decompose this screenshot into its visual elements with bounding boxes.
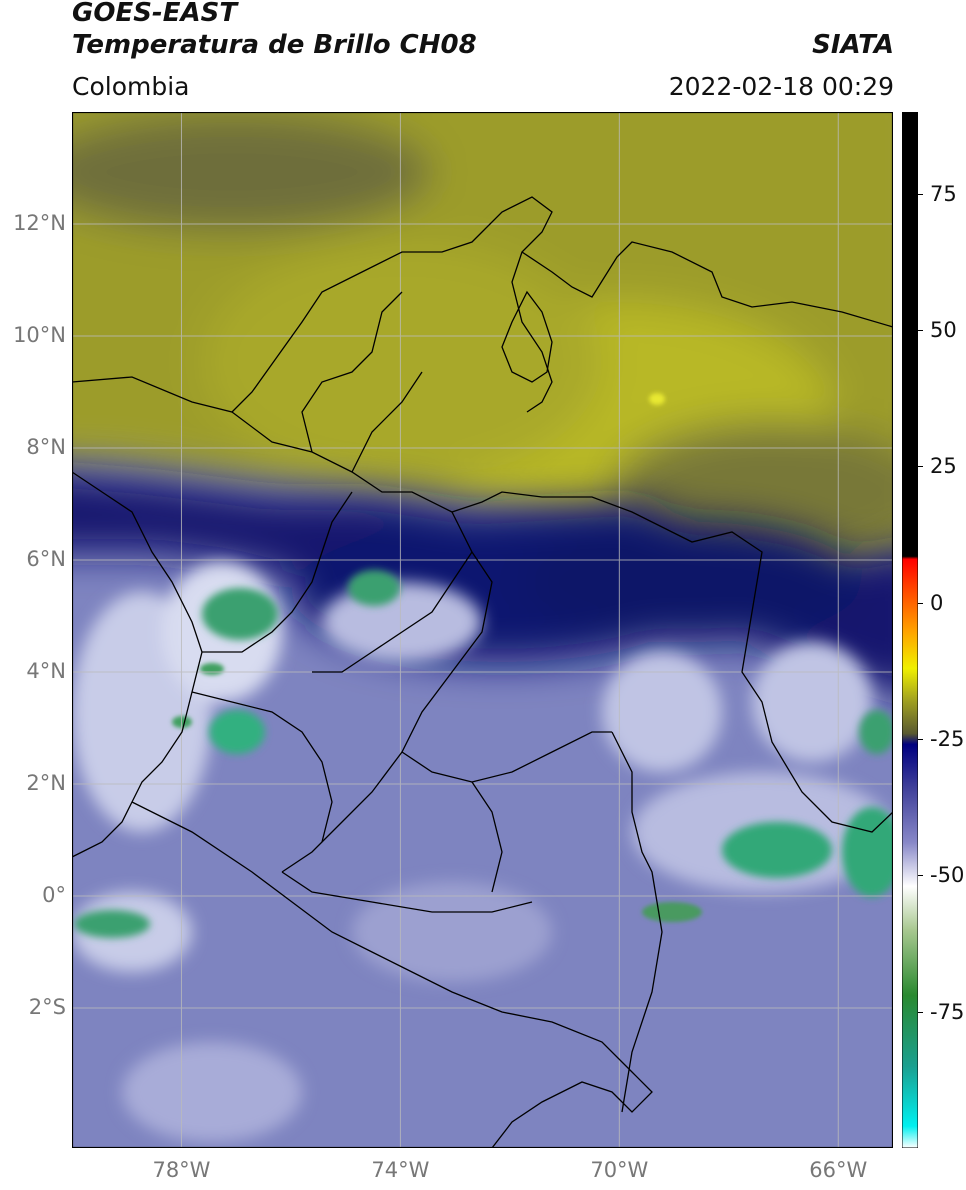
internal-dept-1 <box>231 411 493 873</box>
colorbar-tick-label: 75 <box>930 181 957 206</box>
satellite-title: GOES-EAST <box>72 0 238 28</box>
lat-tick-label: 8°N <box>26 435 66 459</box>
region-label: Colombia <box>72 72 190 101</box>
colorbar-tick-label: 0 <box>930 590 944 615</box>
lon-tick-label: 66°W <box>809 1158 868 1182</box>
colorbar-tick <box>918 875 923 877</box>
colorbar-tick-label: -50 <box>930 863 965 888</box>
caribbean-coast <box>72 196 893 413</box>
colorbar-tick <box>918 330 923 332</box>
colorbar-tick-label: -25 <box>930 727 965 752</box>
colorbar-tick <box>918 602 923 604</box>
lat-tick-label: 2°S <box>28 995 66 1019</box>
colorbar-tick-label: 50 <box>930 318 957 343</box>
lat-tick-label: 10°N <box>13 323 66 347</box>
dry-air-region <box>72 112 893 582</box>
colorbar-tick <box>918 1011 923 1013</box>
agency-label: SIATA <box>812 30 894 60</box>
lon-tick-label: 70°W <box>590 1158 649 1182</box>
product-title: Temperatura de Brillo CH08 <box>72 30 477 60</box>
ecuador-peru-border <box>131 801 653 1148</box>
map-canvas <box>72 112 893 1148</box>
graticule <box>72 112 893 1148</box>
lon-tick-label: 78°W <box>152 1158 211 1182</box>
colorbar-tick <box>918 466 923 468</box>
colorbar <box>901 111 919 1149</box>
lon-tick-label: 74°W <box>371 1158 430 1182</box>
internal-dept-4 <box>191 491 353 843</box>
warm-spot <box>649 393 665 405</box>
datetime-label: 2022-02-18 00:29 <box>668 72 894 101</box>
colorbar-tick <box>918 739 923 741</box>
lat-tick-label: 6°N <box>26 547 66 571</box>
colorbar-tick <box>918 193 923 195</box>
pacific-coast <box>72 471 203 858</box>
lat-tick-label: 12°N <box>13 211 66 235</box>
lat-tick-label: 0° <box>42 883 66 907</box>
brazil-border <box>611 731 663 1113</box>
lat-tick-label: 2°N <box>26 771 66 795</box>
colorbar-gradient <box>901 111 919 1149</box>
venezuela-border <box>451 491 893 833</box>
political-borders <box>72 196 893 1148</box>
satellite-map <box>72 112 893 1148</box>
lat-tick-label: 4°N <box>26 659 66 683</box>
internal-dept-3 <box>281 551 533 913</box>
map-frame <box>72 112 893 1148</box>
colorbar-tick-label: 25 <box>930 454 957 479</box>
internal-dept-2 <box>301 291 612 783</box>
maracaibo-lake <box>501 290 553 383</box>
colorbar-tick-label: -75 <box>930 999 965 1024</box>
colorbar-canvas <box>901 111 919 1149</box>
